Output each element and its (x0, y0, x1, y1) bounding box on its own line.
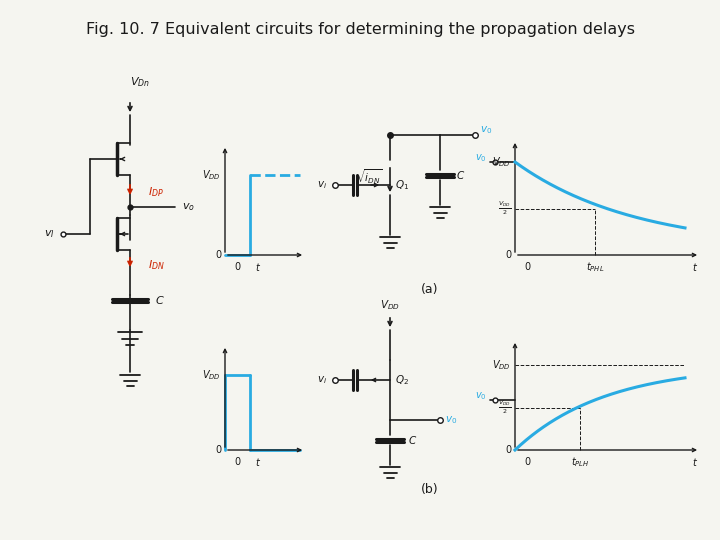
Text: $t$: $t$ (692, 456, 698, 468)
Text: $Q_2$: $Q_2$ (395, 373, 409, 387)
Text: 0: 0 (524, 262, 530, 272)
Text: $v_0$: $v_0$ (480, 124, 492, 136)
Text: $I_{DN}$: $I_{DN}$ (148, 258, 165, 272)
Text: 0: 0 (234, 262, 240, 272)
Text: $C$: $C$ (155, 294, 165, 306)
Text: $V_{DD}$: $V_{DD}$ (492, 155, 511, 169)
Text: $V_{DD}$: $V_{DD}$ (202, 368, 221, 382)
Text: $I_{DP}$: $I_{DP}$ (148, 185, 164, 199)
Text: 0: 0 (524, 457, 530, 467)
Text: (a): (a) (421, 284, 438, 296)
Text: $v_0$: $v_0$ (445, 414, 457, 426)
Text: $C$: $C$ (456, 169, 465, 181)
Text: $v_o$: $v_o$ (182, 201, 195, 213)
Text: $v_0$: $v_0$ (475, 390, 487, 402)
Text: $t$: $t$ (255, 456, 261, 468)
Text: $t_{PHL}$: $t_{PHL}$ (586, 260, 604, 274)
Text: $C$: $C$ (408, 434, 417, 446)
Text: (b): (b) (421, 483, 438, 496)
Text: $\frac{V_{DD}}{2}$: $\frac{V_{DD}}{2}$ (498, 200, 511, 217)
Text: 0: 0 (234, 457, 240, 467)
Text: 0: 0 (215, 250, 221, 260)
Text: $\sqrt{i_{DN}}$: $\sqrt{i_{DN}}$ (356, 168, 382, 186)
Text: $v_i$: $v_i$ (317, 374, 327, 386)
Text: $t_{PLH}$: $t_{PLH}$ (571, 455, 589, 469)
Text: 0: 0 (505, 445, 511, 455)
Text: $t$: $t$ (692, 261, 698, 273)
Text: $v_0$: $v_0$ (475, 152, 487, 164)
Text: Fig. 10. 7 Equivalent circuits for determining the propagation delays: Fig. 10. 7 Equivalent circuits for deter… (86, 22, 634, 37)
Text: 0: 0 (505, 250, 511, 260)
Text: $V_{DD}$: $V_{DD}$ (492, 358, 511, 372)
Text: 0: 0 (215, 445, 221, 455)
Text: $V_{Dn}$: $V_{Dn}$ (130, 75, 150, 89)
Text: $V_{DD}$: $V_{DD}$ (202, 168, 221, 182)
Text: $\frac{V_{DD}}{2}$: $\frac{V_{DD}}{2}$ (498, 399, 511, 416)
Text: $Q_1$: $Q_1$ (395, 178, 409, 192)
Text: $t$: $t$ (255, 261, 261, 273)
Text: $v_i$: $v_i$ (317, 179, 327, 191)
Text: $v_I$: $v_I$ (45, 228, 55, 240)
Text: $V_{DD}$: $V_{DD}$ (380, 298, 400, 312)
